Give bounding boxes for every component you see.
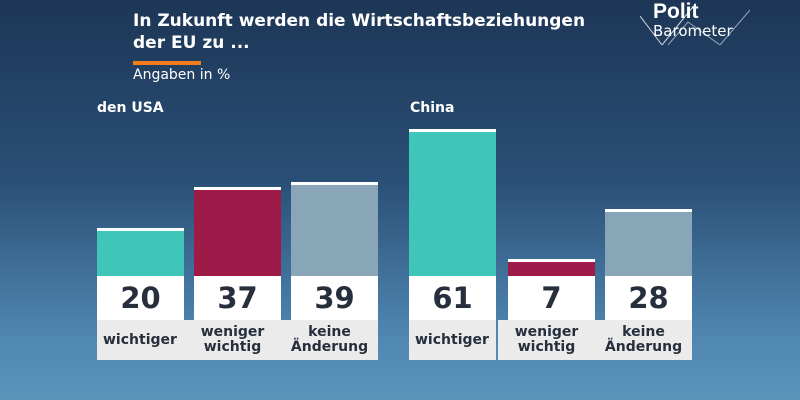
category-label: weniger wichtig [184, 320, 281, 360]
data-label: 37 [194, 276, 281, 320]
bar [508, 259, 595, 276]
bar-cap [508, 259, 595, 263]
bar-cap [291, 182, 378, 185]
data-label: 7 [508, 276, 595, 320]
bar [97, 227, 184, 276]
accent-line [133, 61, 201, 65]
bar [409, 128, 496, 276]
bar [194, 186, 281, 276]
category-label: keine Änderung [595, 320, 692, 360]
category-label: wichtiger [409, 320, 496, 360]
bar [605, 208, 692, 276]
bar-cap [409, 128, 496, 132]
title-line: der EU zu ... [133, 33, 250, 53]
chart-title: In Zukunft werden die Wirtschaftsbeziehu… [133, 10, 613, 54]
bar-cap [97, 227, 184, 231]
data-label: 61 [409, 276, 496, 320]
category-label: keine Änderung [281, 320, 378, 360]
subtitle: Angaben in % [133, 67, 231, 83]
data-label: 20 [97, 276, 184, 320]
data-label: 28 [605, 276, 692, 320]
logo-text: Polit [653, 0, 699, 23]
data-label: 39 [291, 276, 378, 320]
bar-cap [194, 186, 281, 190]
group-title-china: China [410, 100, 455, 116]
title-line: In Zukunft werden die Wirtschaftsbeziehu… [133, 11, 586, 31]
bar [291, 182, 378, 276]
group-title-usa: den USA [97, 100, 164, 116]
bar-cap [605, 208, 692, 212]
category-label: wichtiger [97, 320, 184, 360]
politbarometer-logo: Polit Barometer [640, 0, 750, 45]
category-label: weniger wichtig [498, 320, 595, 360]
logo-text: Barometer [653, 22, 733, 40]
